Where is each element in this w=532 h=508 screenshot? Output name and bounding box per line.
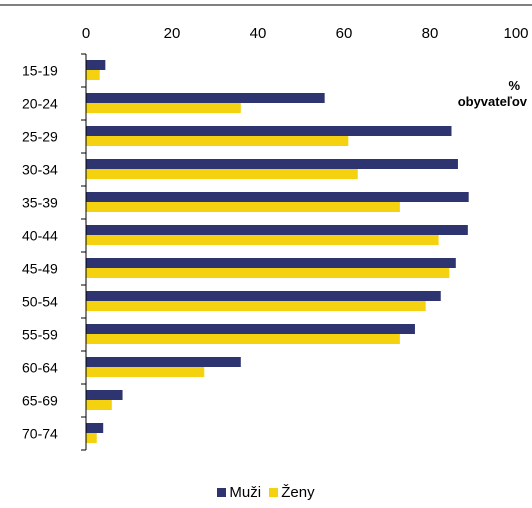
bar-zeny [86, 367, 205, 377]
bar-muzi [86, 225, 468, 235]
category-label: 60-64 [22, 360, 58, 376]
category-labels: 15-19 20-24 25-29 30-34 35-39 40-44 45-49 50-54… [22, 63, 58, 442]
x-tick-label: 100 [503, 25, 528, 42]
unit-label-line-2: obyvateľov [458, 94, 528, 109]
bar-zeny [86, 268, 450, 278]
bar-muzi [86, 423, 104, 433]
bar-zeny [86, 136, 349, 146]
bar-zeny [86, 301, 426, 311]
bar-muzi [86, 390, 123, 400]
category-label: 45-49 [22, 261, 58, 277]
bar-zeny [86, 235, 439, 245]
legend: Muži Ženy [0, 484, 532, 501]
bar-muzi [86, 126, 452, 136]
x-tick-label: 0 [82, 25, 90, 42]
category-label: 35-39 [22, 195, 58, 211]
bar-muzi [86, 324, 415, 334]
legend-item-muzi: Muži [217, 484, 261, 501]
legend-swatch-zeny [269, 488, 279, 497]
bar-zeny [86, 433, 97, 443]
category-label: 50-54 [22, 294, 58, 310]
bar-muzi [86, 93, 325, 103]
category-label: 40-44 [22, 228, 58, 244]
bar-muzi [86, 357, 241, 367]
bar-muzi [86, 258, 456, 268]
category-label: 65-69 [22, 393, 58, 409]
category-label: 15-19 [22, 63, 58, 79]
category-label: 25-29 [22, 129, 58, 145]
unit-label-line-1: % [508, 78, 520, 93]
category-label: 55-59 [22, 327, 58, 343]
x-tick-label: 40 [250, 25, 267, 42]
legend-label-muzi: Muži [229, 484, 262, 501]
x-tick-label: 20 [164, 25, 181, 42]
category-label: 30-34 [22, 162, 58, 178]
legend-item-zeny: Ženy [269, 484, 315, 501]
bar-zeny [86, 334, 400, 344]
legend-label-zeny: Ženy [281, 484, 315, 501]
x-tick-label: 80 [422, 25, 439, 42]
bar-muzi [86, 192, 469, 202]
bar-zeny [86, 400, 112, 410]
x-tick-label: 60 [336, 25, 353, 42]
bar-muzi [86, 60, 106, 70]
bar-zeny [86, 169, 358, 179]
category-label: 70-74 [22, 426, 58, 442]
x-axis-ticks: 0 20 40 60 80 100 [82, 25, 529, 42]
bar-muzi [86, 159, 458, 169]
y-axis-ticks [81, 53, 86, 451]
bar-zeny [86, 70, 100, 80]
bar-zeny [86, 103, 241, 113]
bar-zeny [86, 202, 400, 212]
legend-swatch-muzi [217, 488, 227, 497]
bars [86, 60, 469, 443]
category-label: 20-24 [22, 96, 58, 112]
bar-muzi [86, 291, 441, 301]
